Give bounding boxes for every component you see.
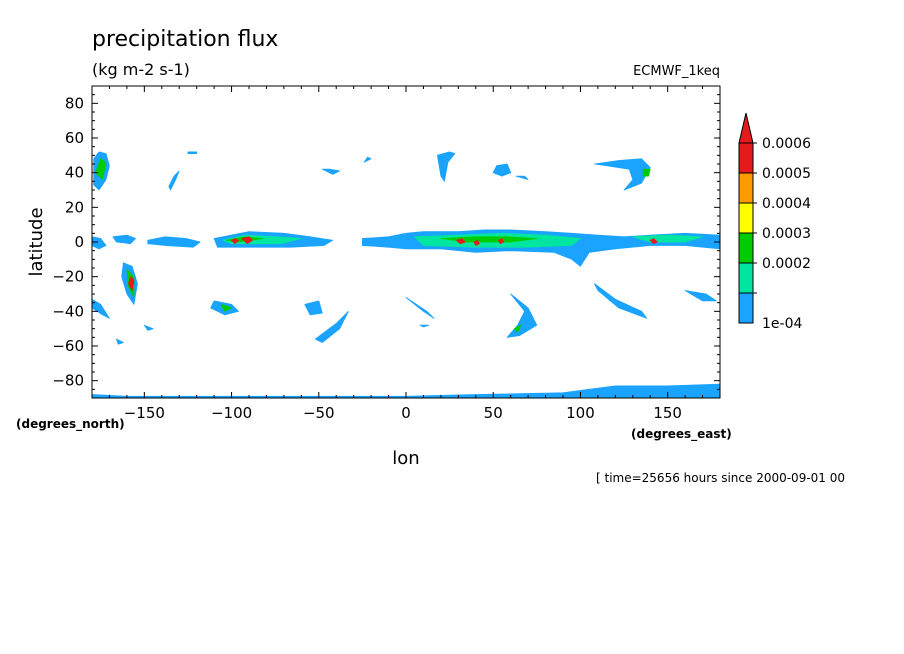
contour-region-39 bbox=[419, 324, 430, 328]
contour-region-31 bbox=[649, 238, 658, 245]
y-tick-label: −60 bbox=[52, 337, 84, 355]
contour-region-11 bbox=[241, 236, 253, 245]
contour-region-3 bbox=[187, 151, 198, 155]
x-tick-label: −100 bbox=[211, 404, 252, 422]
contour-region-42 bbox=[594, 283, 648, 319]
chart-units: (kg m-2 s-1) bbox=[92, 60, 190, 79]
x-axis-units: (degrees_east) bbox=[631, 427, 732, 442]
contour-region-10 bbox=[231, 238, 239, 245]
contour-region-40 bbox=[506, 293, 538, 338]
contour-region-35 bbox=[594, 158, 651, 191]
colorbar-label: 0.0003 bbox=[762, 226, 811, 242]
contour-region-27 bbox=[456, 238, 466, 245]
axis-ticks bbox=[91, 85, 721, 399]
colorbar: 0.0006 0.0005 0.0004 0.0003 0.0002 1e-04 bbox=[738, 112, 811, 332]
colorbar-label: 0.0006 bbox=[762, 136, 811, 152]
y-tick-labels: 80 60 40 20 0 −20 −40 −60 −80 bbox=[52, 94, 84, 389]
colorbar-swatch bbox=[738, 172, 754, 204]
colorbar-swatch bbox=[738, 292, 754, 324]
x-tick-label: 0 bbox=[401, 404, 411, 422]
contour-region-4 bbox=[92, 236, 107, 250]
chart-title: precipitation flux bbox=[92, 27, 278, 52]
colorbar-swatch bbox=[738, 232, 754, 264]
colorbar-extend-arrow bbox=[738, 112, 754, 144]
colorbar-label: 0.0004 bbox=[762, 196, 811, 212]
contour-region-22 bbox=[321, 168, 341, 175]
contour-region-20 bbox=[304, 300, 323, 316]
y-axis-units: (degrees_north) bbox=[16, 417, 125, 432]
colorbar-swatch bbox=[738, 202, 754, 234]
contour-region-6 bbox=[147, 236, 201, 248]
y-tick-label: −40 bbox=[52, 302, 84, 320]
dataset-label: ECMWF_1keq bbox=[633, 64, 720, 79]
contour-region-14 bbox=[128, 276, 135, 291]
x-tick-labels: −150 −100 −50 0 50 100 150 bbox=[124, 404, 682, 422]
contour-region-1 bbox=[95, 158, 107, 181]
x-tick-label: −50 bbox=[303, 404, 335, 422]
x-tick-label: −150 bbox=[124, 404, 165, 422]
contour-region-26 bbox=[440, 236, 538, 243]
colorbar-label: 0.0002 bbox=[762, 256, 811, 272]
contour-region-33 bbox=[492, 163, 512, 177]
contour-region-15 bbox=[92, 298, 110, 319]
x-tick-label: 50 bbox=[484, 404, 503, 422]
x-axis-title: lon bbox=[392, 448, 419, 469]
x-tick-label: 100 bbox=[566, 404, 595, 422]
colorbar-swatch bbox=[738, 142, 754, 174]
y-tick-label: 60 bbox=[65, 129, 84, 147]
x-tick-label: 150 bbox=[653, 404, 682, 422]
contour-region-41 bbox=[513, 324, 522, 333]
colorbar-label: 0.0005 bbox=[762, 166, 811, 182]
contour-region-36 bbox=[642, 168, 651, 177]
contour-region-19 bbox=[220, 303, 233, 312]
contour-region-16 bbox=[143, 324, 154, 331]
y-tick-label: 20 bbox=[65, 198, 84, 216]
y-axis-title: latitude bbox=[26, 207, 47, 276]
y-tick-label: −80 bbox=[52, 372, 84, 390]
colorbar-swatch bbox=[738, 262, 754, 294]
contour-region-28 bbox=[473, 239, 480, 246]
contour-region-5 bbox=[112, 234, 137, 245]
contour-region-32 bbox=[436, 151, 456, 182]
contour-region-17 bbox=[116, 338, 124, 345]
time-label: [ time=25656 hours since 2000-09-01 00 bbox=[596, 471, 845, 485]
contour-region-21 bbox=[314, 310, 349, 343]
contour-region-29 bbox=[498, 238, 505, 245]
contour-fill-layer bbox=[92, 151, 720, 398]
y-tick-label: 0 bbox=[74, 233, 84, 251]
y-tick-label: 40 bbox=[65, 164, 84, 182]
contour-region-34 bbox=[515, 175, 529, 181]
contour-region-43 bbox=[684, 290, 717, 302]
colorbar-label: 1e-04 bbox=[762, 316, 802, 332]
y-tick-label: 80 bbox=[65, 94, 84, 112]
contour-region-23 bbox=[363, 156, 372, 163]
contour-region-38 bbox=[405, 297, 435, 319]
y-tick-label: −20 bbox=[52, 268, 84, 286]
contour-region-2 bbox=[168, 170, 180, 191]
